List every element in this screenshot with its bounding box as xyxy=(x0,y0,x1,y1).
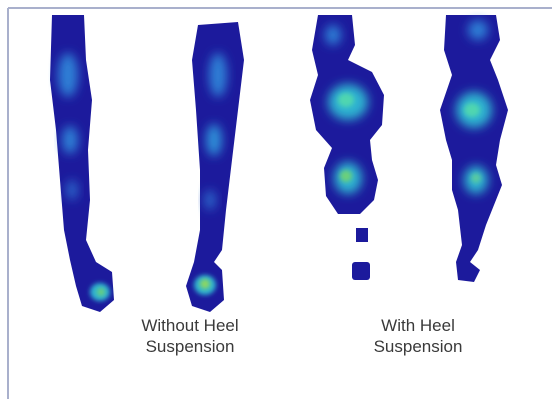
caption-line: Suspension xyxy=(146,337,235,356)
caption-line: Suspension xyxy=(374,337,463,356)
caption-line: Without Heel xyxy=(141,316,238,335)
caption-line: With Heel xyxy=(381,316,455,335)
page: Without Heel Suspension With Heel Suspen… xyxy=(0,0,552,399)
figure: Without Heel Suspension With Heel Suspen… xyxy=(0,0,552,399)
